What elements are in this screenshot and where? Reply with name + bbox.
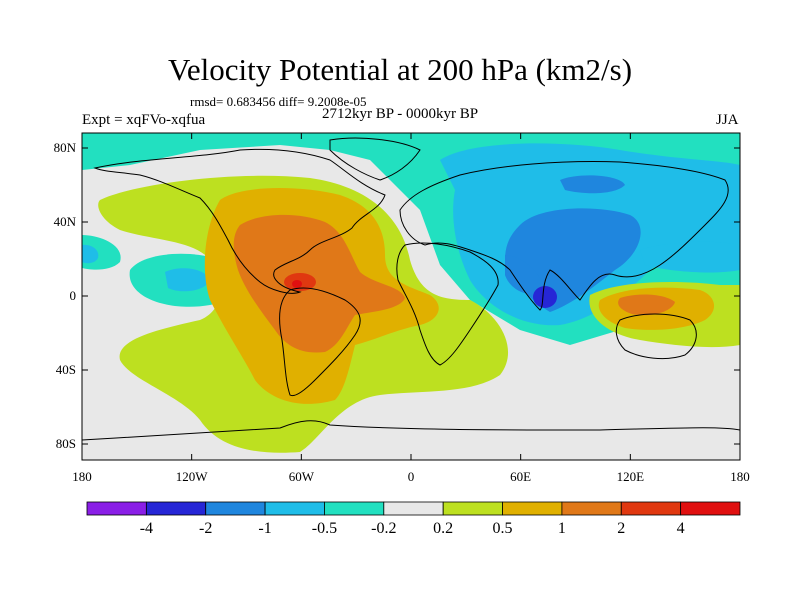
lon-label: 120W xyxy=(175,469,208,484)
contour-blue-siberia xyxy=(560,175,625,194)
lat-label: 40S xyxy=(55,362,76,377)
lat-label: 80N xyxy=(53,140,76,155)
colorbar-swatch xyxy=(561,501,622,516)
coast-south-america xyxy=(279,287,361,397)
colorbar-swatch xyxy=(442,501,503,516)
colorbar-swatch xyxy=(620,501,682,516)
colorbar-swatch xyxy=(145,501,207,516)
contour-lightblue-westedge xyxy=(82,244,99,264)
colorbar-label: 2 xyxy=(617,520,626,537)
colorbar-label: -0.2 xyxy=(371,520,397,537)
contour-field xyxy=(82,133,740,460)
lat-label: 80S xyxy=(55,436,76,451)
contour-red-caribbean xyxy=(292,280,302,288)
contour-blue-arabia xyxy=(505,255,545,295)
period-label: 2712kyr BP - 0000kyr BP xyxy=(322,106,479,122)
lon-label: 60E xyxy=(510,469,532,484)
colorbar-label: 0.2 xyxy=(433,520,454,537)
colorbar-label: -0.5 xyxy=(311,520,338,537)
coastlines xyxy=(82,137,740,441)
colorbar-label: 1 xyxy=(557,520,566,537)
colorbar xyxy=(86,501,741,516)
page-title: Velocity Potential at 200 hPa (km2/s) xyxy=(167,52,633,87)
coast-eurasia xyxy=(399,161,729,311)
coast-australia xyxy=(615,313,697,360)
contour-orange-atlantic xyxy=(233,214,405,353)
coast-antarctica xyxy=(82,420,740,441)
colorbar-swatch xyxy=(502,501,563,516)
colorbar-label: -1 xyxy=(258,520,272,537)
colorbar-label: -2 xyxy=(199,520,213,537)
colorbar-swatch xyxy=(324,501,385,516)
coast-africa xyxy=(396,242,499,366)
lon-label: 180 xyxy=(730,469,750,484)
colorbar-label: -4 xyxy=(139,520,154,537)
season-label: JJA xyxy=(716,112,739,128)
lon-label: 180 xyxy=(72,469,92,484)
lat-label: 0 xyxy=(69,288,77,303)
axis-ticks xyxy=(81,133,741,460)
colorbar-swatch xyxy=(264,501,325,516)
contour-lightblue-pacific xyxy=(165,268,210,292)
colorbar-swatch xyxy=(86,501,147,516)
coast-north-america xyxy=(93,148,386,294)
colorbar-swatch xyxy=(383,501,444,516)
lat-label: 40N xyxy=(53,214,76,229)
contour-lightblue-westpacific xyxy=(640,241,740,273)
colorbar-swatch xyxy=(205,501,266,516)
contour-darkblue-indian xyxy=(533,286,557,308)
contour-orange-westpacific xyxy=(618,294,675,316)
lon-label: 60W xyxy=(288,469,314,484)
coast-greenland xyxy=(329,137,421,181)
lon-label: 0 xyxy=(407,469,415,484)
colorbar-swatch xyxy=(680,501,741,516)
rmsd-diff-stats: rmsd= 0.683456 diff= 9.2008e-05 xyxy=(190,94,367,109)
colorbar-label: 0.5 xyxy=(492,520,513,537)
colorbar-label: 4 xyxy=(676,520,685,537)
lon-label: 120E xyxy=(616,469,645,484)
experiment-label: Expt = xqFVo-xqfua xyxy=(82,112,206,128)
